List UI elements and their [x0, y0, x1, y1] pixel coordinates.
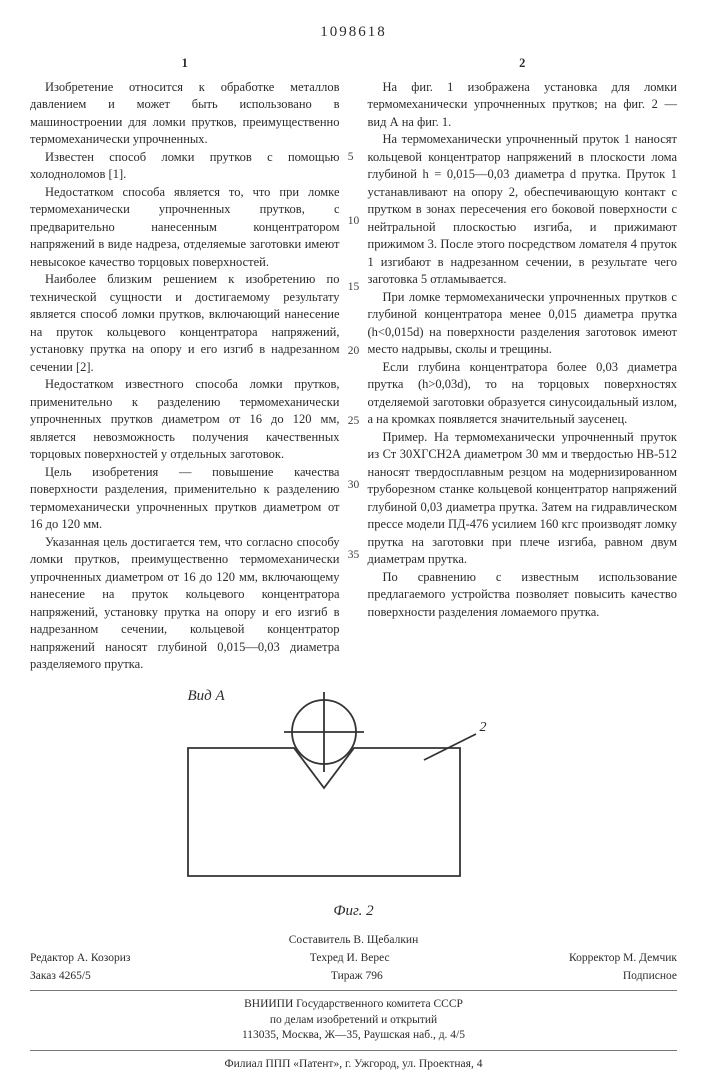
compiler-label: Составитель — [289, 934, 351, 946]
body-paragraph: Указанная цель достигается тем, что согл… — [30, 534, 340, 674]
footer-divider — [30, 990, 677, 991]
body-paragraph: Наиболее близким решением к изобретению … — [30, 271, 340, 376]
order-number: 4265/5 — [59, 970, 91, 982]
figure-svg — [184, 690, 484, 890]
right-column-number: 2 — [368, 55, 678, 73]
corrector-label: Корректор — [569, 952, 620, 964]
order-label: Заказ — [30, 970, 56, 982]
tech-label: Техред — [310, 952, 344, 964]
body-paragraph: Недостатком способа является то, что при… — [30, 184, 340, 272]
tirage-label: Тираж — [331, 970, 363, 982]
figure-caption: Фиг. 2 — [184, 901, 524, 922]
body-paragraph: Известен способ ломки прутков с помощью … — [30, 149, 340, 184]
left-column: 1 Изобретение относится к обработке мета… — [30, 55, 354, 674]
footer-org-line2: по делам изобретений и открытий — [30, 1013, 677, 1029]
body-paragraph: По сравнению с известным использование п… — [368, 569, 678, 622]
body-paragraph: Если глубина концентратора более 0,03 ди… — [368, 359, 678, 429]
signed-label: Подписное — [623, 968, 677, 984]
right-column: 2 На фиг. 1 изображена установка для лом… — [354, 55, 678, 674]
body-paragraph: Изобретение относится к обработке металл… — [30, 79, 340, 149]
tech-name: И. Верес — [347, 952, 390, 964]
figure-view-label: Вид А — [188, 686, 225, 707]
left-column-number: 1 — [30, 55, 340, 73]
footer-divider — [30, 1050, 677, 1051]
tirage-number: 796 — [365, 970, 382, 982]
body-paragraph: При ломке термомеханически упрочненных п… — [368, 289, 678, 359]
footer-address-2: Филиал ППП «Патент», г. Ужгород, ул. Про… — [30, 1057, 677, 1072]
body-paragraph: Пример. На термомеханически упрочненный … — [368, 429, 678, 569]
body-paragraph: На фиг. 1 изображена установка для ломки… — [368, 79, 678, 132]
editor-label: Редактор — [30, 952, 74, 964]
body-paragraph: На термомеханически упрочненный пруток 1… — [368, 131, 678, 289]
figure-2: Вид А 2 Фиг. 2 — [184, 690, 524, 923]
editor-name: А. Козориз — [77, 952, 131, 964]
two-column-body: 5 10 15 20 25 30 35 1 Изобретение относи… — [30, 55, 677, 674]
compiler-name: В. Щебалкин — [353, 934, 418, 946]
body-paragraph: Цель изобретения — повышение качества по… — [30, 464, 340, 534]
colophon: Составитель В. Щебалкин Редактор А. Козо… — [30, 932, 677, 1072]
document-number: 1098618 — [30, 22, 677, 43]
footer-address-1: 113035, Москва, Ж—35, Раушская наб., д. … — [30, 1028, 677, 1044]
body-paragraph: Недостатком известного способа ломки пру… — [30, 376, 340, 464]
corrector-name: М. Демчик — [623, 952, 677, 964]
figure-ref-number: 2 — [480, 718, 487, 738]
